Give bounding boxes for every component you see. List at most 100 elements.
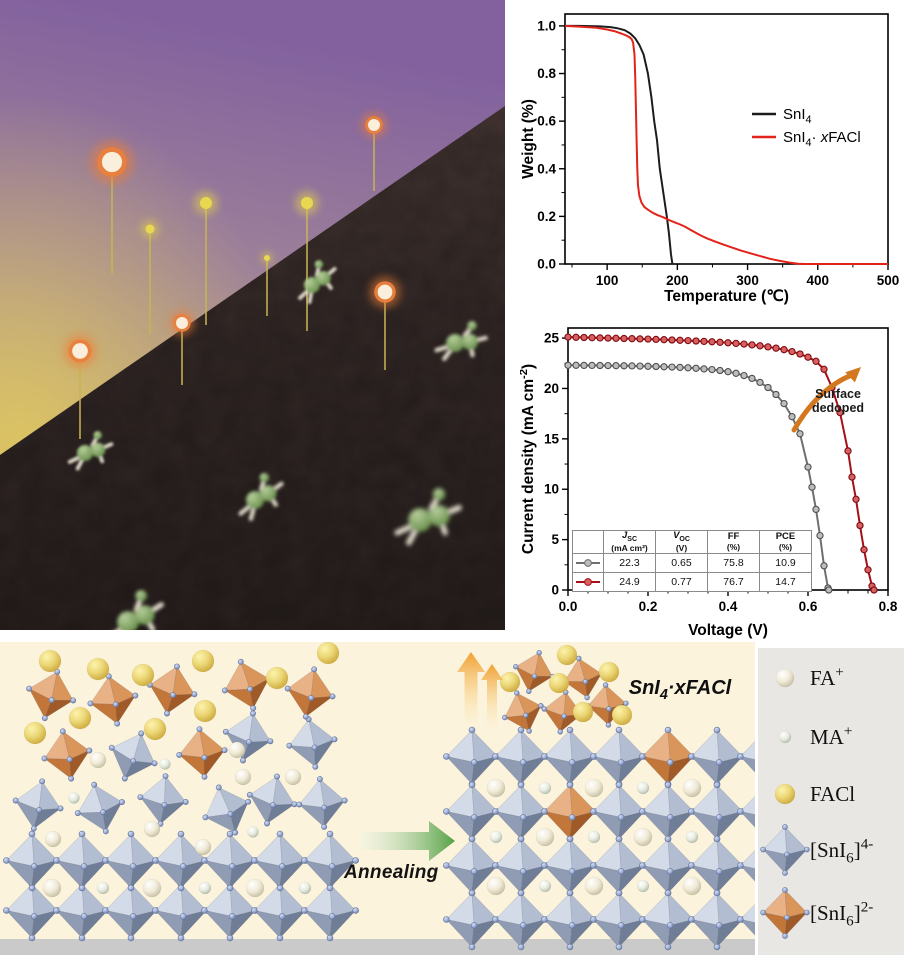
y-tick-label: 5	[551, 532, 559, 547]
ma-cation-sphere	[489, 830, 503, 844]
annotation-arrowhead	[845, 367, 861, 383]
octahedron-sni6-orange	[146, 663, 198, 717]
octahedron-sni6-gray	[688, 781, 746, 843]
sni6-2minus-icon	[760, 887, 810, 939]
data-point-marker	[604, 361, 612, 370]
octahedron-sni6-gray	[102, 880, 160, 942]
y-tick-label: 25	[544, 331, 560, 346]
octahedron-sni6-gray	[3, 880, 61, 942]
species-legend-panel: FA+ MA+ FACl [SnI6]4- [SnI6]2-	[758, 648, 904, 955]
facl-sphere	[86, 657, 110, 681]
data-point-marker	[724, 339, 732, 347]
octahedron-sni6-orange	[541, 781, 599, 843]
annealing-schematic: SnI4·xFACl Annealing	[0, 642, 755, 955]
data-point-marker	[772, 390, 780, 399]
fa-cation-sphere	[194, 838, 212, 856]
octahedron-sni6-gray	[152, 830, 210, 892]
octahedron-sni6-gray	[590, 889, 648, 951]
ma-cation-sphere	[96, 881, 110, 895]
octahedron-sni6-gray	[3, 830, 61, 892]
facl-sphere	[68, 706, 92, 730]
fa-cation-sphere	[486, 778, 506, 798]
octahedron-sni6-orange	[513, 649, 556, 695]
ma-cation-sphere	[538, 879, 552, 893]
data-point-marker	[848, 473, 856, 481]
octahedron-sni6-gray	[590, 835, 648, 897]
fa-cation-sphere	[159, 758, 171, 770]
table-value-cell: 76.7	[707, 571, 760, 592]
ma-cation-sphere	[587, 830, 601, 844]
fa-cation-sphere	[247, 826, 259, 838]
octahedron-sni6-gray	[12, 778, 64, 832]
table-value-cell: 14.7	[759, 571, 812, 592]
data-point-marker	[628, 362, 636, 370]
fa-cation-sphere	[584, 778, 604, 798]
octahedron-sni6-gray	[688, 726, 746, 788]
data-point-marker	[708, 338, 716, 346]
data-point-marker	[796, 350, 804, 358]
data-point-marker	[804, 353, 812, 361]
series-marker-cell	[572, 571, 604, 592]
data-point-marker	[764, 343, 772, 351]
data-point-marker	[708, 365, 716, 374]
data-point-marker	[612, 334, 620, 342]
data-point-marker	[644, 362, 652, 370]
fa-cation-sphere	[486, 876, 506, 896]
glowing-ion-pin	[169, 310, 195, 385]
series-marker-cell	[572, 552, 604, 573]
octahedron-sni6-gray	[541, 726, 599, 788]
octahedron-sni6-gray	[53, 830, 111, 892]
octahedron-sni6-gray	[102, 830, 160, 892]
perovskite-surface-render	[0, 0, 505, 630]
x-tick-label: 0.4	[719, 599, 738, 614]
legend-item: FACl	[774, 782, 855, 806]
data-point-marker	[612, 362, 620, 370]
fa-molecule	[298, 260, 337, 304]
jv-parameters-table: JSC (mA cm²) VOC (V) FF (%) PCE (%) 22.3 0.65 75.8…	[572, 530, 812, 592]
y-tick-label: 0.8	[537, 66, 556, 81]
fa-cation-sphere	[234, 768, 252, 786]
data-point-marker	[724, 368, 732, 376]
data-point-marker	[564, 361, 572, 369]
x-tick-label: 0.8	[879, 599, 898, 614]
y-tick-label: 0.4	[537, 161, 556, 176]
y-axis-label: Weight (%)	[520, 99, 537, 179]
data-point-marker	[780, 399, 788, 408]
data-point-marker	[756, 342, 764, 350]
data-point-marker	[852, 495, 860, 503]
facl-sphere	[143, 717, 167, 741]
data-point-marker	[788, 347, 796, 356]
x-tick-label: 0.2	[639, 599, 658, 614]
data-point-marker	[684, 364, 692, 372]
species-legend-canvas: FA+ MA+ FACl [SnI6]4- [SnI6]2-	[760, 665, 873, 939]
data-point-marker	[588, 334, 596, 342]
octahedron-sni6-gray	[492, 726, 550, 788]
data-point-marker	[808, 483, 816, 491]
data-point-marker	[844, 447, 852, 455]
data-point-marker	[796, 430, 804, 438]
octahedron-sni6-orange	[541, 689, 585, 735]
table-value-cell: 75.8	[707, 552, 760, 573]
substrate-bar	[0, 939, 755, 955]
octahedron-sni6-gray	[296, 776, 348, 830]
data-series-line	[564, 24, 888, 265]
octahedron-sni6-gray	[108, 730, 158, 782]
data-point-marker	[716, 366, 724, 375]
data-point-marker	[572, 333, 580, 341]
fa-cation-icon	[775, 668, 795, 688]
data-point-marker	[860, 546, 868, 554]
octahedron-sni6-gray	[202, 784, 252, 836]
octahedron-sni6-orange	[502, 690, 544, 734]
annotation-arrow	[791, 372, 856, 433]
fa-cation-sphere	[284, 768, 302, 786]
data-point-marker	[660, 363, 668, 371]
octahedron-sni6-gray	[201, 880, 259, 942]
y-tick-label: 1.0	[537, 18, 556, 33]
facl-sphere	[131, 663, 155, 687]
octahedron-sni6-gray	[737, 903, 755, 936]
octahedron-sni6-orange	[26, 668, 77, 722]
octahedron-sni6-orange	[221, 658, 272, 712]
x-tick-label: 400	[807, 273, 830, 288]
legend-item-label: FACl	[810, 782, 855, 806]
series-marker-icon	[576, 577, 600, 586]
